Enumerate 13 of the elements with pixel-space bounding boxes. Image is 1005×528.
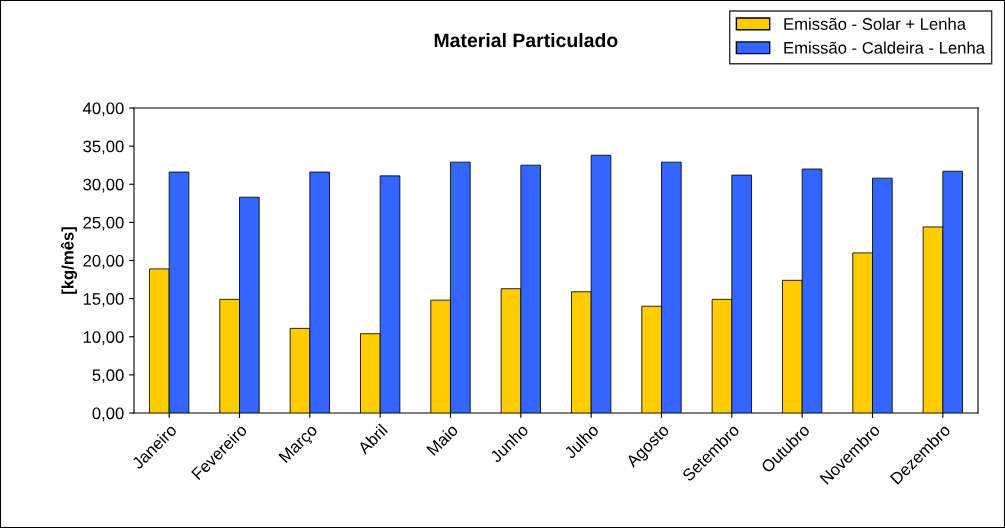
y-tick-label: 15,00: [83, 293, 124, 307]
y-tick-label: 30,00: [83, 178, 124, 193]
legend-label: Emissão - Solar + Lenha: [784, 17, 967, 30]
y-axis-title: [kg/mês]: [61, 227, 78, 294]
legend-label: Emissão - Caldeira - Lenha: [784, 41, 985, 54]
y-tick-label: 10,00: [83, 331, 124, 345]
y-tick-label: 20,00: [83, 254, 124, 269]
chart-title: Material Particulado: [434, 32, 618, 48]
y-tick-label: 5,00: [92, 369, 124, 384]
y-tick-label: 40,00: [82, 102, 124, 117]
y-tick-label: 0,00: [92, 407, 124, 422]
y-tick-label: 25,00: [83, 216, 124, 231]
y-tick-label: 35,00: [83, 140, 124, 155]
